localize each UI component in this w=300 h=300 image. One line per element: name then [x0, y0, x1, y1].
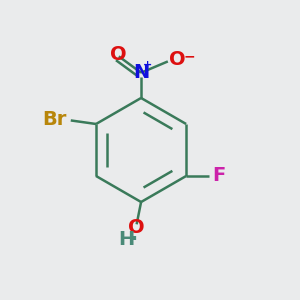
Text: Br: Br — [42, 110, 66, 129]
Text: O: O — [110, 45, 127, 64]
Text: +: + — [143, 60, 152, 70]
Text: F: F — [212, 166, 226, 185]
Text: O: O — [169, 50, 186, 69]
Text: O: O — [128, 218, 145, 237]
Text: H: H — [118, 230, 134, 249]
Text: −: − — [183, 49, 195, 63]
Text: N: N — [133, 63, 149, 82]
Text: ·: · — [130, 229, 138, 249]
